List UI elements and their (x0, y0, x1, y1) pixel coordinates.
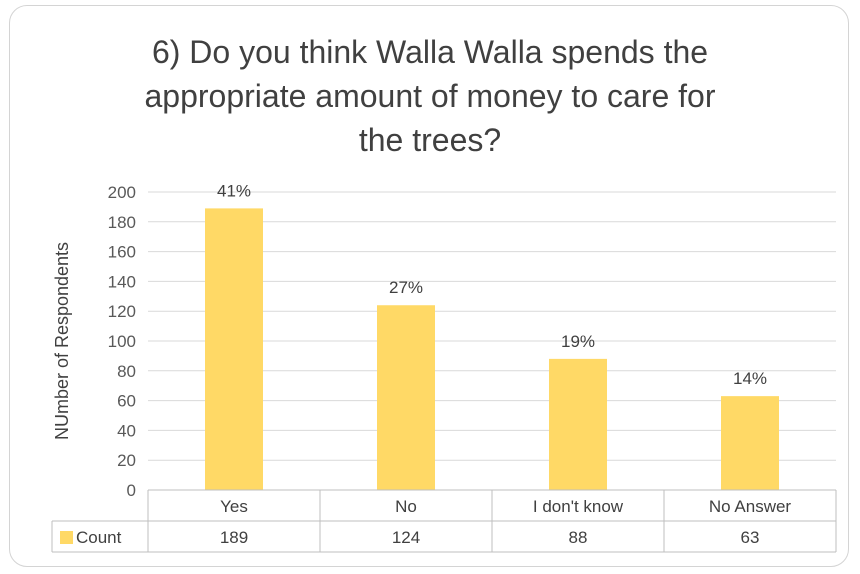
y-tick-label: 180 (108, 213, 136, 232)
legend-swatch (60, 531, 73, 544)
y-tick-label: 140 (108, 272, 136, 291)
data-label: 19% (561, 332, 595, 351)
table-value: 88 (569, 528, 588, 547)
table-value: 189 (220, 528, 248, 547)
bar-2 (549, 358, 607, 490)
y-axis-label: NUmber of Respondents (52, 242, 72, 440)
chart-title: 6) Do you think Walla Walla spends the a… (60, 30, 800, 162)
y-tick-label: 60 (117, 392, 136, 411)
bar-1 (377, 305, 435, 490)
y-tick-label: 100 (108, 332, 136, 351)
x-tick-label: No Answer (709, 497, 792, 516)
table-value: 63 (741, 528, 760, 547)
y-tick-label: 40 (117, 421, 136, 440)
x-tick-label: Yes (220, 497, 248, 516)
y-tick-label: 0 (127, 481, 136, 500)
y-tick-label: 160 (108, 243, 136, 262)
x-tick-label: No (395, 497, 417, 516)
data-label: 41% (217, 181, 251, 200)
chart-title-line-3: the trees? (358, 122, 502, 158)
x-tick-label: I don't know (533, 497, 624, 516)
bar-3 (721, 396, 779, 490)
y-tick-label: 20 (117, 451, 136, 470)
chart-title-line-1: 6) Do you think Walla Walla spends the (151, 34, 709, 70)
legend-label: Count (76, 528, 122, 547)
y-tick-label: 200 (108, 183, 136, 202)
y-tick-label: 120 (108, 302, 136, 321)
chart-title-line-2: appropriate amount of money to care for (144, 78, 716, 114)
data-label: 27% (389, 278, 423, 297)
y-tick-label: 80 (117, 362, 136, 381)
bar-0 (205, 208, 263, 490)
data-label: 14% (733, 369, 767, 388)
table-value: 124 (392, 528, 420, 547)
